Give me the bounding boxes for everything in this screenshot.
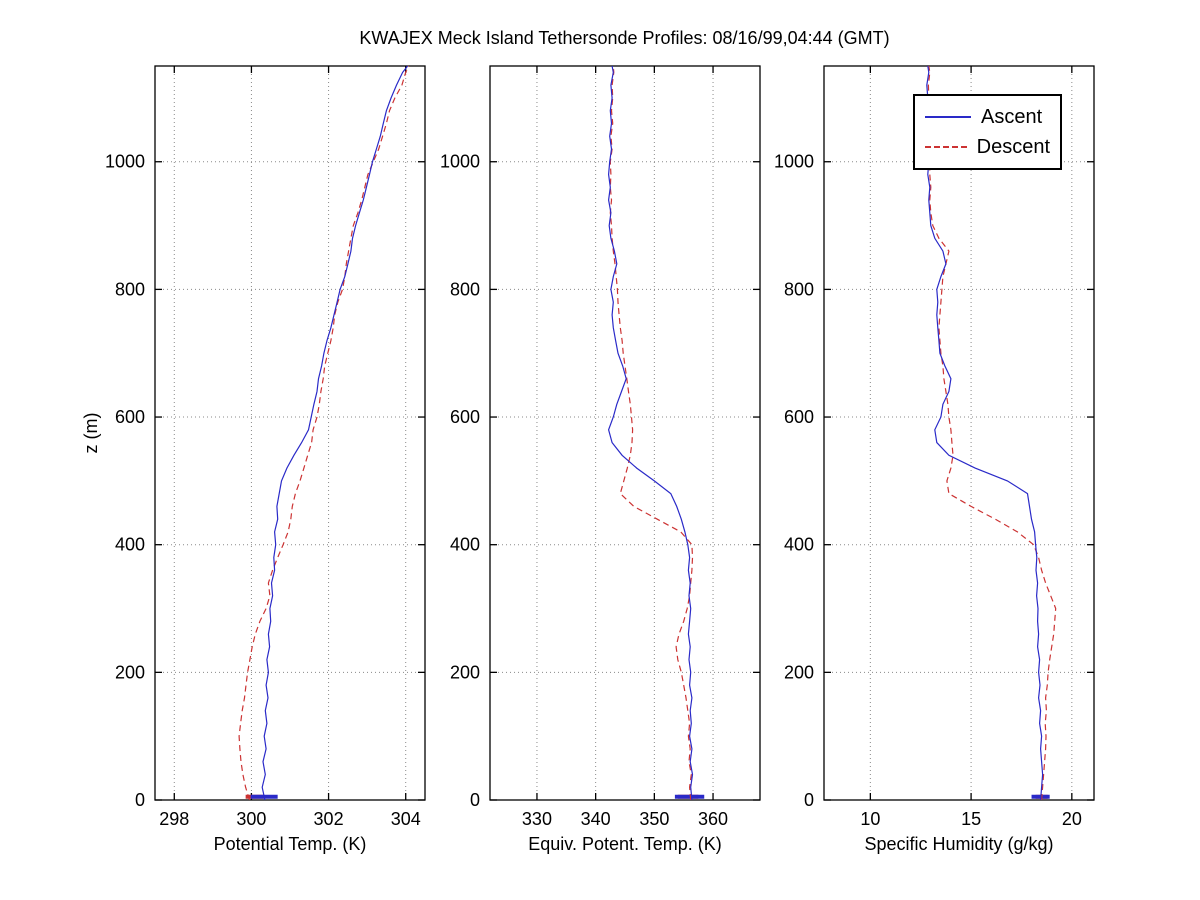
y-tick-label: 0 [135,790,145,810]
legend-entry: Ascent [925,102,1050,132]
y-tick-label: 1000 [105,152,145,172]
x-tick-label: 360 [698,809,728,829]
legend-entry: Descent [925,132,1050,162]
ascent-line [607,65,694,801]
x-tick-label: 340 [581,809,611,829]
y-tick-label: 1000 [774,152,814,172]
x-tick-label: 300 [236,809,266,829]
ascent-line [261,65,409,801]
x-axis-label: Equiv. Potent. Temp. (K) [528,834,721,854]
y-tick-label: 600 [115,407,145,427]
descent-line [238,65,410,801]
legend-label: Descent [976,135,1050,158]
x-tick-label: 302 [314,809,344,829]
x-tick-label: 20 [1062,809,1082,829]
x-tick-label: 304 [391,809,421,829]
x-tick-label: 350 [639,809,669,829]
descent-line [927,65,1057,801]
plot-box [823,65,1095,801]
plot-box [154,65,426,801]
y-tick-label: 400 [784,535,814,555]
y-tick-label: 1000 [440,152,480,172]
y-tick-label: 400 [450,535,480,555]
y-tick-label: 400 [115,535,145,555]
descent-line [609,65,694,801]
chart-title: KWAJEX Meck Island Tethersonde Profiles:… [359,28,890,48]
y-axis-label: z (m) [81,413,101,454]
y-tick-label: 0 [470,790,480,810]
legend-line-sample-ascent [925,116,971,118]
y-tick-label: 0 [804,790,814,810]
y-tick-label: 200 [450,662,480,682]
legend: Ascent Descent [913,94,1062,170]
ascent-line [926,65,1044,801]
x-tick-label: 10 [860,809,880,829]
legend-line-sample-descent [925,146,967,148]
y-tick-label: 800 [784,279,814,299]
x-tick-label: 298 [159,809,189,829]
y-tick-label: 800 [450,279,480,299]
x-tick-label: 330 [522,809,552,829]
x-axis-label: Potential Temp. (K) [214,834,367,854]
y-tick-label: 600 [450,407,480,427]
y-tick-label: 200 [784,662,814,682]
legend-label: Ascent [981,105,1043,128]
y-tick-label: 600 [784,407,814,427]
plot-box [489,65,761,801]
x-axis-label: Specific Humidity (g/kg) [864,834,1053,854]
y-tick-label: 800 [115,279,145,299]
x-tick-label: 15 [961,809,981,829]
y-tick-label: 200 [115,662,145,682]
